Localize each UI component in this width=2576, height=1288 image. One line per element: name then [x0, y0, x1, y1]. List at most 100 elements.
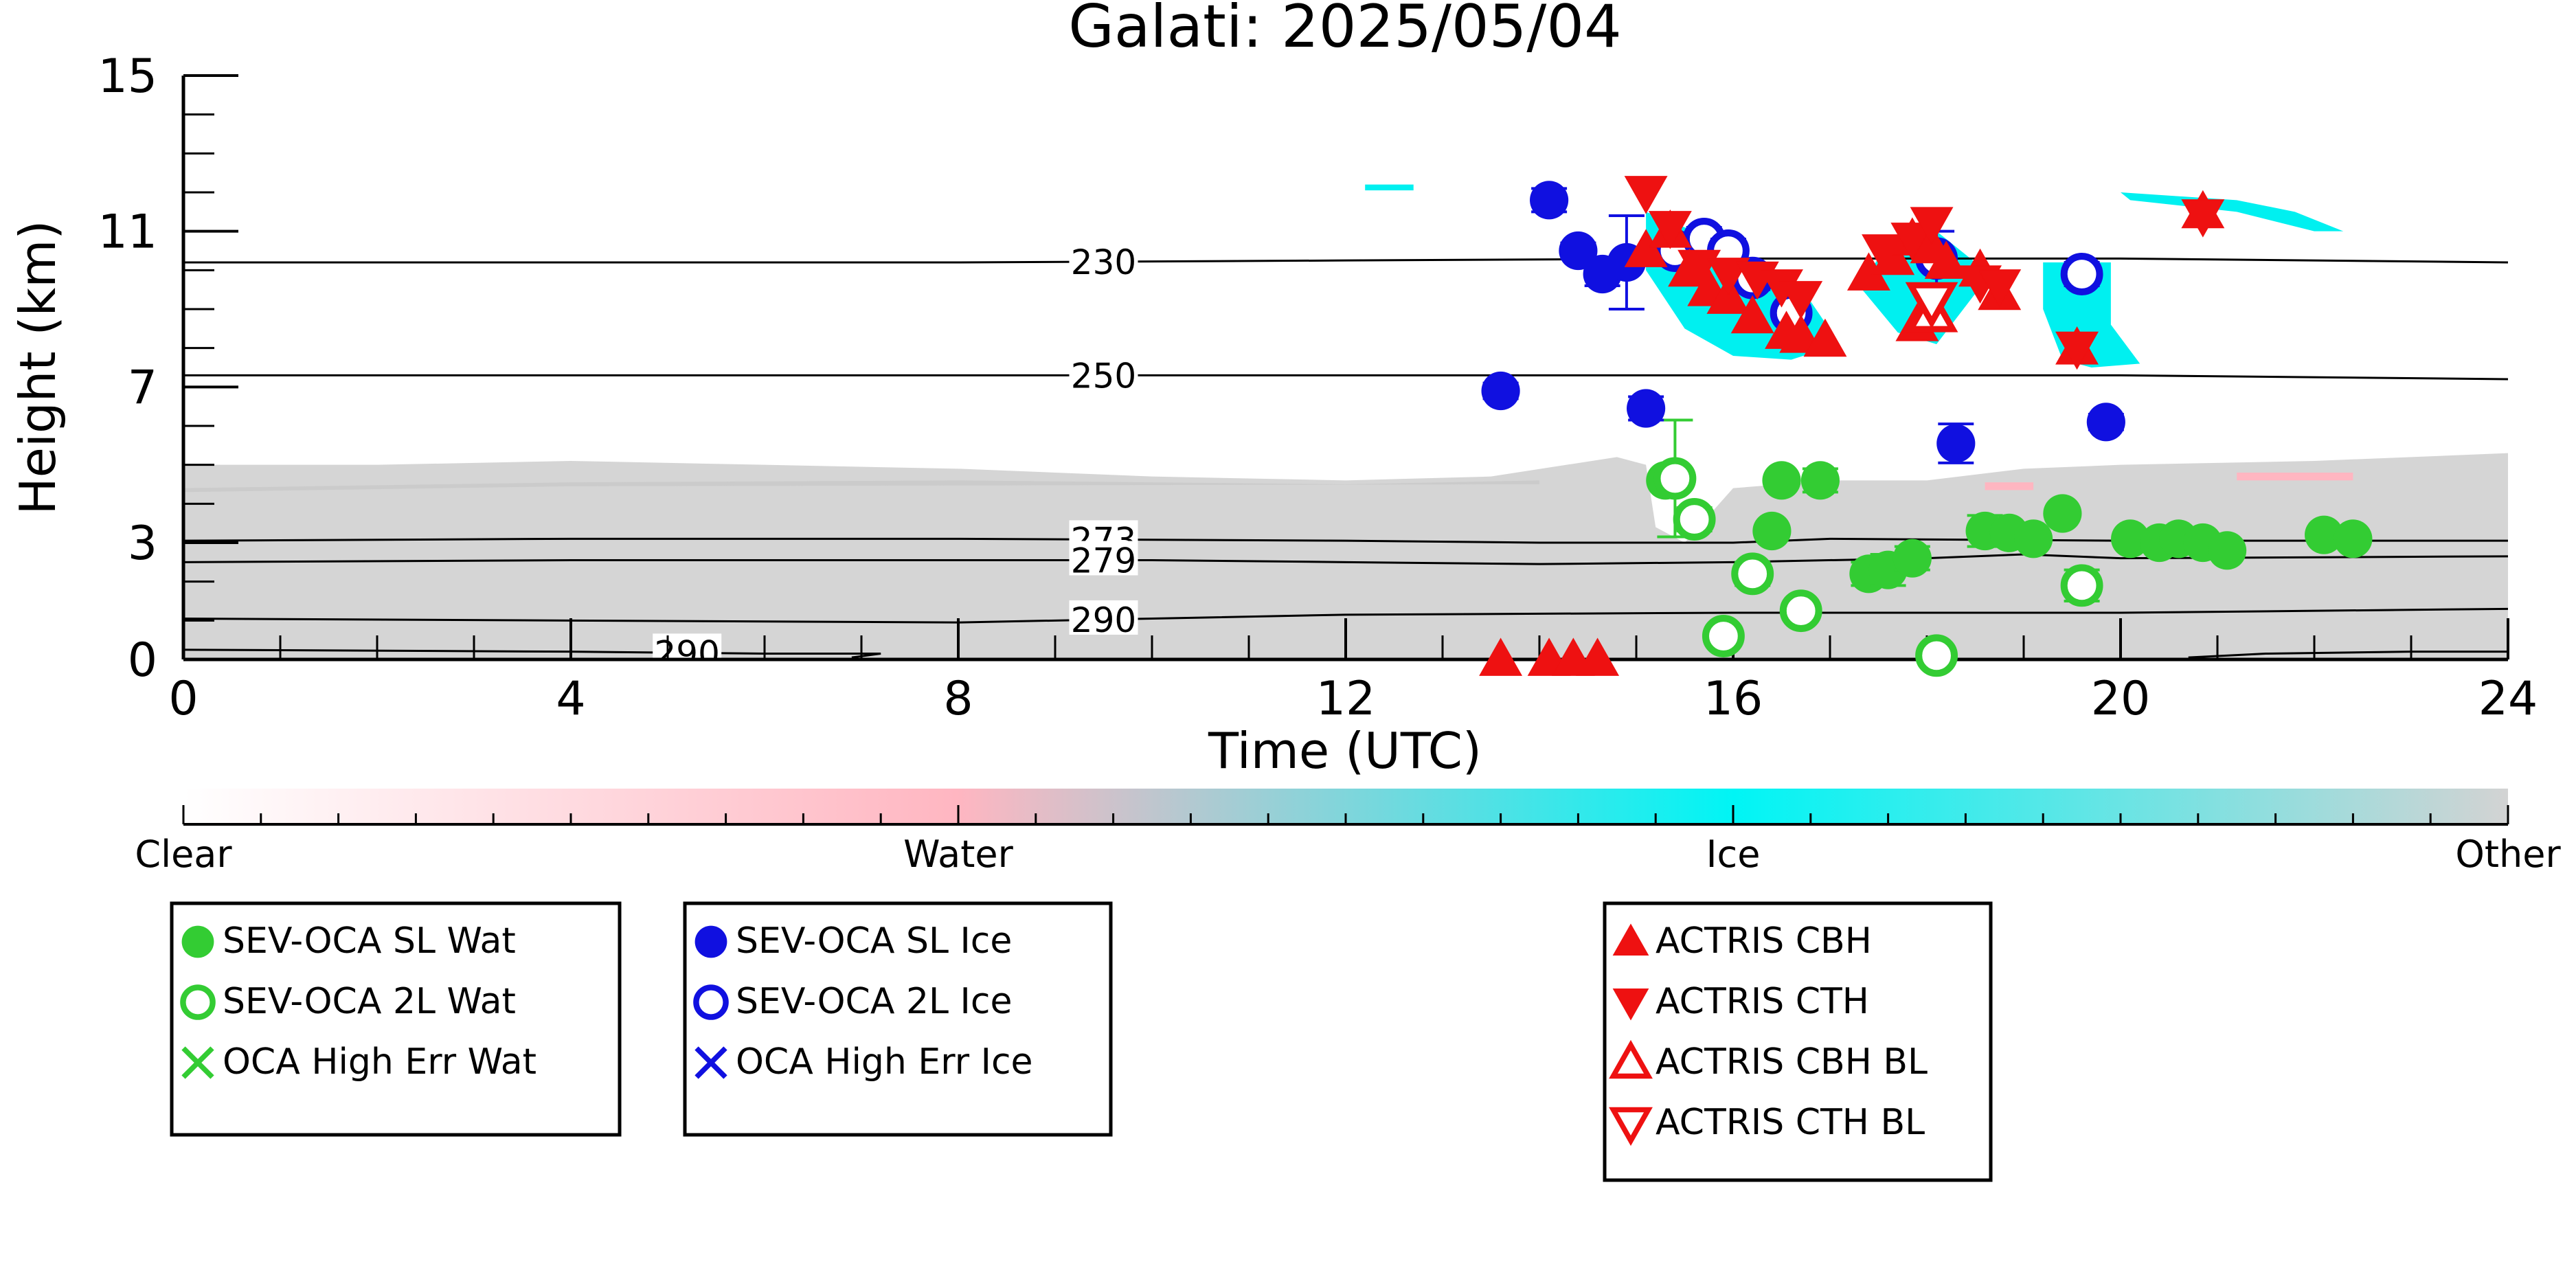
legend-marker [1609, 1107, 1653, 1146]
data-point-sev-oca-sl-ice [1530, 181, 1569, 220]
data-point-sev-oca-sl-ice [2086, 403, 2125, 442]
chart-axes: 0 4 8 12 16 20 24 0 3 7 11 15 [98, 49, 2538, 726]
isotherm-line-3 [183, 553, 2508, 565]
chart-title: Galati: 2025/05/04 [1068, 0, 1622, 61]
legend-entry-label: SEV-OCA SL Wat [223, 920, 516, 962]
legend-box [1603, 901, 1993, 1182]
data-point-actris-cth-bl [1905, 282, 1958, 329]
y-tick-label: 3 [128, 517, 157, 571]
data-point-actris-cbh [1624, 229, 1668, 267]
x-tick-label: 16 [1704, 672, 1763, 726]
isotherm-line-4 [183, 607, 2508, 624]
data-point-actris-cth [1890, 223, 1934, 261]
legend-marker [1612, 923, 1649, 956]
low-cloud-fill [183, 453, 2508, 659]
data-point-actris-cth [1706, 258, 1750, 296]
ice-cloud-5 [1365, 184, 1414, 191]
legend-entry-label: ACTRIS CBH BL [1656, 1041, 1928, 1083]
water-cloud-1 [2237, 473, 2353, 481]
data-point-sev-oca-sl-ice [1627, 389, 1666, 428]
y-tick-label: 15 [98, 49, 157, 104]
data-point-actris-cbh [1730, 295, 1774, 334]
data-point-actris-cth [2181, 199, 2225, 238]
data-point-actris-cth [1910, 207, 1954, 245]
legend-entry-label: ACTRIS CTH BL [1656, 1102, 1925, 1143]
data-point-actris-cbh [1576, 637, 1620, 676]
legend-box [683, 901, 1113, 1137]
x-tick-label: 12 [1316, 672, 1376, 726]
legend-marker [1612, 988, 1649, 1021]
colorbar: Clear Water Ice Other [135, 789, 2561, 876]
legend-box [170, 901, 622, 1137]
isotherm-line-1 [183, 374, 2508, 381]
isotherm-line-0 [183, 257, 2508, 264]
isotherm-label-bg-1 [1069, 356, 1138, 391]
data-point-sev-oca-sl-wat [2111, 519, 2150, 558]
data-series [1479, 176, 2373, 677]
data-point-sev-oca-2l-wat [1779, 589, 1822, 633]
colorbar-label: Other [2455, 833, 2561, 876]
colorbar-label: Water [903, 833, 1013, 876]
data-point-sev-oca-sl-wat [2208, 531, 2247, 570]
plot-background [183, 184, 2508, 659]
data-point-sev-oca-2l-ice [2060, 253, 2103, 295]
y-axis-label: Height (km) [9, 221, 67, 515]
data-point-sev-oca-sl-wat [2043, 494, 2082, 533]
x-tick-label: 8 [943, 672, 973, 726]
x-tick-label: 24 [2478, 672, 2538, 726]
legend-marker [1609, 1039, 1653, 1079]
data-point-actris-cth [1862, 234, 1906, 273]
legend-entry-label: OCA High Err Ice [736, 1041, 1033, 1083]
data-point-sev-oca-2l-wat [1731, 552, 1774, 596]
data-point-sev-oca-sl-wat [2334, 519, 2373, 558]
legend-marker [181, 925, 214, 958]
legend-entry-label: SEV-OCA 2L Wat [223, 981, 516, 1022]
data-point-sev-oca-2l-wat [1915, 634, 1958, 677]
x-tick-label: 20 [2091, 672, 2151, 726]
data-point-actris-cth [1624, 176, 1668, 214]
low-cloud-edge [183, 480, 1539, 493]
isotherm-label: 279 [1071, 541, 1136, 581]
x-tick-label: 4 [556, 672, 585, 726]
y-tick-label: 11 [98, 205, 157, 260]
data-point-actris-cbh [1803, 318, 1847, 357]
isotherm-label: 230 [1071, 242, 1136, 282]
isotherm-line-6 [2188, 651, 2508, 659]
legend-marker [694, 1046, 727, 1079]
data-point-sev-oca-sl-wat [1800, 461, 1840, 500]
legend-entry-label: ACTRIS CTH [1656, 981, 1869, 1022]
data-point-actris-cth [2055, 331, 2099, 370]
data-point-sev-oca-2l-wat [1673, 498, 1716, 541]
isotherm-label-bg-5 [653, 633, 722, 659]
legend-entry-label: ACTRIS CBH [1656, 920, 1872, 962]
data-point-sev-oca-sl-ice [1936, 424, 1976, 463]
legend-marker [694, 925, 727, 958]
legend-entry-label: SEV-OCA SL Ice [736, 920, 1012, 962]
isotherm-label: 290 [654, 633, 719, 673]
water-cloud-2 [1985, 482, 2034, 490]
data-point-sev-oca-2l-wat [1702, 615, 1745, 657]
isotherm-label-bg-0 [1069, 242, 1138, 277]
data-point-sev-oca-2l-wat [1653, 457, 1697, 500]
legend-marker [180, 984, 216, 1020]
data-point-sev-oca-sl-wat [1762, 461, 1801, 500]
data-point-actris-cth [1648, 211, 1692, 249]
legend-marker [181, 1046, 214, 1079]
legend-entry-label: OCA High Err Wat [223, 1041, 536, 1083]
data-point-actris-cbh [1924, 240, 1968, 279]
data-point-sev-oca-sl-wat [1893, 539, 1932, 578]
isotherm-label: 250 [1071, 356, 1136, 396]
data-point-actris-cth [1779, 281, 1823, 319]
data-point-sev-oca-sl-ice [1559, 231, 1598, 271]
y-tick-label: 7 [128, 361, 157, 415]
y-tick-label: 0 [128, 633, 157, 688]
data-point-sev-oca-sl-ice [1481, 371, 1520, 411]
data-point-sev-oca-sl-wat [2305, 515, 2344, 554]
x-axis-label: Time (UTC) [1208, 722, 1482, 780]
legend-entry-label: SEV-OCA 2L Ice [736, 981, 1012, 1022]
data-point-actris-cth [1978, 269, 2022, 308]
x-tick-label: 0 [168, 672, 198, 726]
isotherm-label: 290 [1071, 600, 1136, 640]
colorbar-label: Ice [1706, 833, 1761, 876]
legend: SEV-OCA SL Wat SEV-OCA 2L Wat OCA High Err… [170, 901, 1993, 1182]
